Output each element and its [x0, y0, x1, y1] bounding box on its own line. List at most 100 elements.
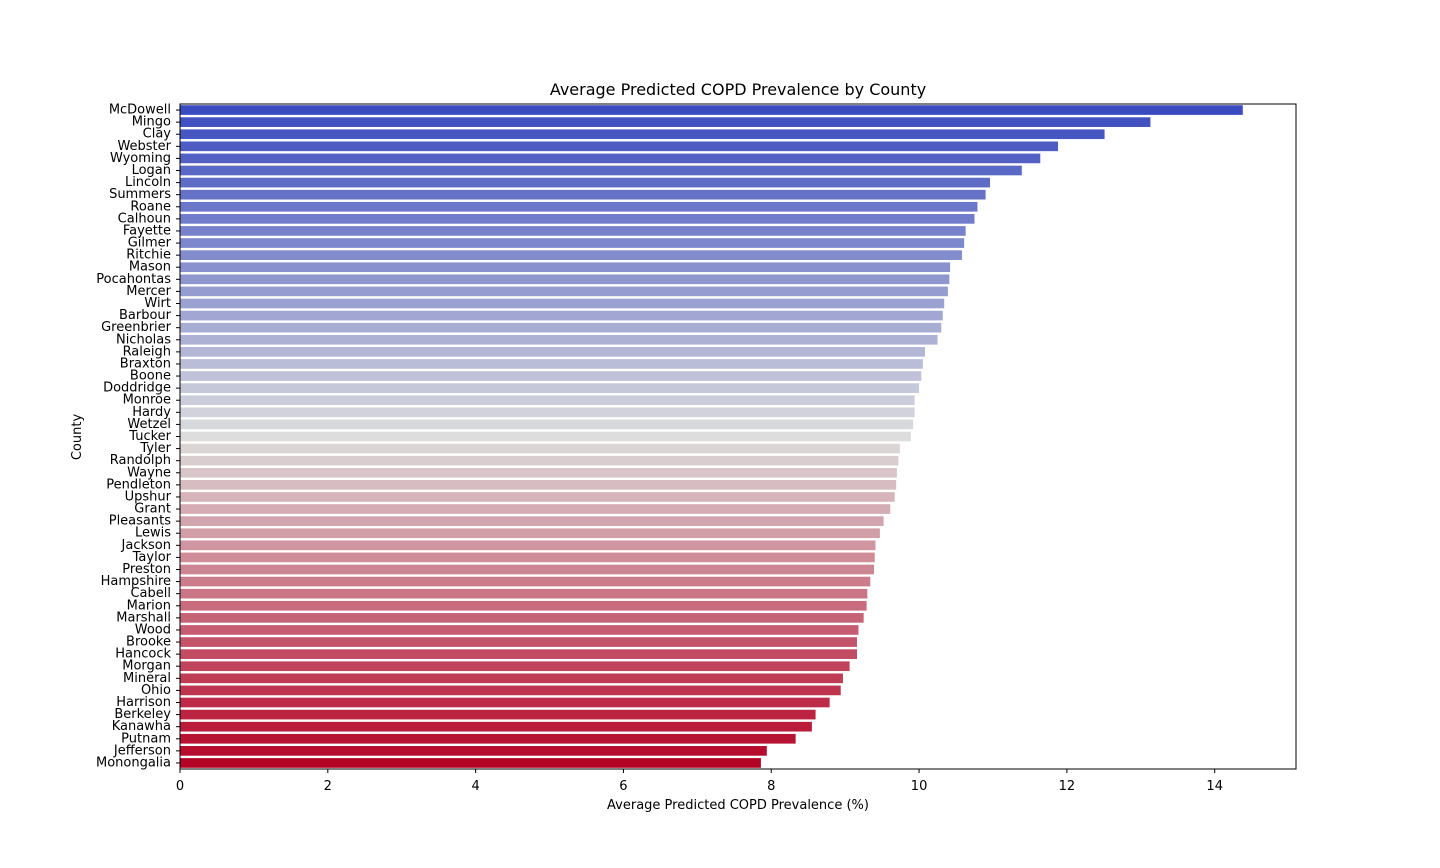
y-tick-label: Jackson	[121, 538, 171, 553]
y-tick-label: Mingo	[132, 115, 171, 130]
bar-lincoln	[180, 177, 991, 188]
y-tick-label: Raleigh	[123, 344, 171, 359]
bar-wirt	[180, 298, 945, 309]
y-tick-label: Marshall	[116, 610, 171, 625]
y-tick-label: Barbour	[119, 308, 172, 323]
y-tick-label: Tucker	[128, 429, 171, 444]
y-tick-label: Hancock	[115, 647, 171, 662]
bar-lewis	[180, 528, 880, 539]
bar-mason	[180, 262, 951, 273]
y-tick-label: Greenbrier	[101, 320, 172, 335]
y-tick-label: Lewis	[135, 526, 171, 541]
bar-clay	[180, 129, 1105, 140]
bar-mingo	[180, 117, 1151, 127]
y-tick-label: Mineral	[123, 671, 171, 686]
bar-ritchie	[180, 250, 962, 260]
y-tick-label: Monroe	[123, 393, 171, 408]
x-tick-label: 4	[471, 779, 479, 794]
bar-mineral	[180, 673, 843, 684]
y-tick-label: Berkeley	[114, 707, 171, 722]
y-tick-label: Pocahontas	[96, 272, 171, 287]
y-tick-label: McDowell	[109, 103, 171, 118]
x-tick-label: 8	[767, 779, 775, 794]
plot-frame	[179, 103, 1297, 770]
bar-wetzel	[180, 419, 914, 430]
y-tick-label: Pendleton	[106, 477, 171, 492]
bar-hampshire	[180, 576, 871, 587]
bar-pleasants	[180, 516, 884, 526]
bar-jefferson	[180, 746, 767, 756]
y-tick-label: Ritchie	[126, 248, 171, 263]
bar-tucker	[180, 431, 911, 442]
bar-upshur	[180, 492, 895, 502]
bar-gilmer	[180, 238, 965, 248]
bar-harrison	[180, 697, 830, 708]
y-tick-label: Marion	[127, 598, 171, 613]
bar-monroe	[180, 395, 915, 406]
x-tick-label: 6	[619, 779, 627, 794]
bar-cabell	[180, 588, 868, 599]
x-tick-label: 14	[1206, 779, 1223, 794]
chart-title: Average Predicted COPD Prevalence by Cou…	[550, 80, 926, 99]
y-tick-label: Webster	[117, 139, 171, 154]
y-tick-label: Taylor	[132, 550, 172, 565]
bar-calhoun	[180, 214, 975, 224]
y-tick-label: Gilmer	[128, 236, 172, 251]
y-tick-label: Hardy	[132, 405, 171, 420]
y-tick-label: Nicholas	[116, 332, 171, 347]
y-tick-label: Wood	[135, 622, 171, 637]
bar-braxton	[180, 359, 923, 369]
bar-group	[180, 105, 1243, 768]
y-tick-label: Cabell	[130, 586, 171, 601]
y-tick-label: Logan	[132, 163, 171, 178]
bar-raleigh	[180, 347, 925, 357]
bar-fayette	[180, 226, 966, 236]
y-axis-ticks: McDowellMingoClayWebsterWyomingLoganLinc…	[96, 103, 180, 770]
y-tick-label: Lincoln	[125, 175, 171, 190]
y-tick-label: Harrison	[116, 695, 171, 710]
bar-logan	[180, 165, 1022, 176]
y-tick-label: Summers	[109, 187, 171, 202]
bar-ohio	[180, 685, 841, 696]
bar-pendleton	[180, 480, 897, 490]
x-tick-label: 10	[911, 779, 928, 794]
bar-kanawha	[180, 721, 812, 732]
bar-boone	[180, 371, 922, 381]
y-tick-label: Wayne	[127, 465, 171, 480]
bar-preston	[180, 564, 874, 575]
y-tick-label: Randolph	[110, 453, 171, 468]
y-tick-label: Mercer	[126, 284, 171, 299]
bar-hancock	[180, 649, 857, 659]
y-tick-label: Kanawha	[112, 719, 171, 734]
bar-jackson	[180, 540, 876, 551]
y-tick-label: Doddridge	[103, 381, 171, 396]
bar-roane	[180, 201, 978, 212]
x-axis-ticks: 0 2 4 6 8 10 12 14	[176, 769, 1223, 794]
x-tick-label: 12	[1059, 779, 1076, 794]
y-tick-label: Putnam	[121, 731, 171, 746]
x-tick-label: 2	[324, 779, 332, 794]
bar-summers	[180, 189, 986, 200]
y-tick-label: Pleasants	[109, 514, 171, 529]
y-tick-label: Wyoming	[110, 151, 171, 166]
y-tick-label: Upshur	[125, 489, 172, 504]
bar-wyoming	[180, 153, 1041, 164]
bar-monongalia	[180, 758, 761, 768]
bar-barbour	[180, 310, 943, 321]
y-tick-label: Ohio	[141, 683, 171, 698]
bar-grant	[180, 504, 891, 514]
y-tick-label: Boone	[130, 369, 171, 384]
y-tick-label: Grant	[134, 502, 171, 517]
bar-doddridge	[180, 383, 920, 393]
bar-marshall	[180, 613, 864, 623]
y-tick-label: Wetzel	[127, 417, 171, 432]
y-tick-label: Jefferson	[113, 743, 171, 758]
y-tick-label: Fayette	[123, 223, 171, 238]
bar-nicholas	[180, 334, 938, 345]
bar-putnam	[180, 733, 796, 744]
y-tick-label: Morgan	[122, 659, 171, 674]
bar-tyler	[180, 443, 900, 454]
y-tick-label: Calhoun	[118, 211, 171, 226]
